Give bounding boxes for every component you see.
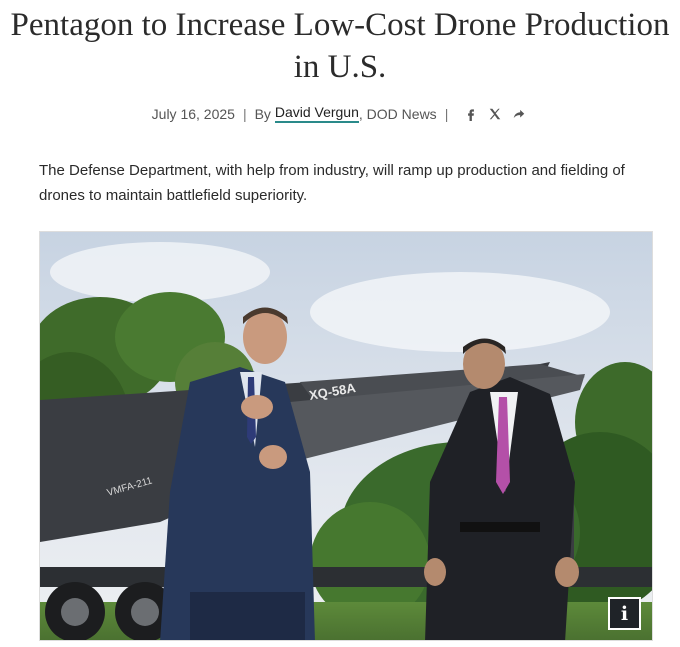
by-label: By xyxy=(254,105,271,122)
article-title-line1: Pentagon to Increase Low-Cost Drone Prod… xyxy=(10,7,670,43)
author-link[interactable]: David Vergun xyxy=(274,104,359,123)
article-lede: The Defense Department, with help from i… xyxy=(39,162,625,204)
article-title-line2: in U.S. xyxy=(293,49,387,85)
meta-separator-2: | xyxy=(444,105,449,122)
person-right xyxy=(424,338,579,640)
publish-date: July 16, 2025 xyxy=(151,105,235,122)
share-icon[interactable] xyxy=(510,105,528,123)
facebook-icon[interactable] xyxy=(462,105,480,123)
article-title: Pentagon to Increase Low-Cost Drone Prod… xyxy=(0,4,680,88)
person-left xyxy=(160,307,315,640)
x-icon[interactable] xyxy=(486,105,504,123)
photo-illustration: XQ-58A VMFA-211 xyxy=(40,232,652,640)
image-info-button[interactable]: i xyxy=(608,597,641,630)
article-meta: July 16, 2025 | By David Vergun , DOD Ne… xyxy=(0,104,680,123)
meta-separator: | xyxy=(242,105,247,122)
source-label: , DOD News xyxy=(358,105,437,122)
article-photo: XQ-58A VMFA-211 xyxy=(39,231,653,641)
